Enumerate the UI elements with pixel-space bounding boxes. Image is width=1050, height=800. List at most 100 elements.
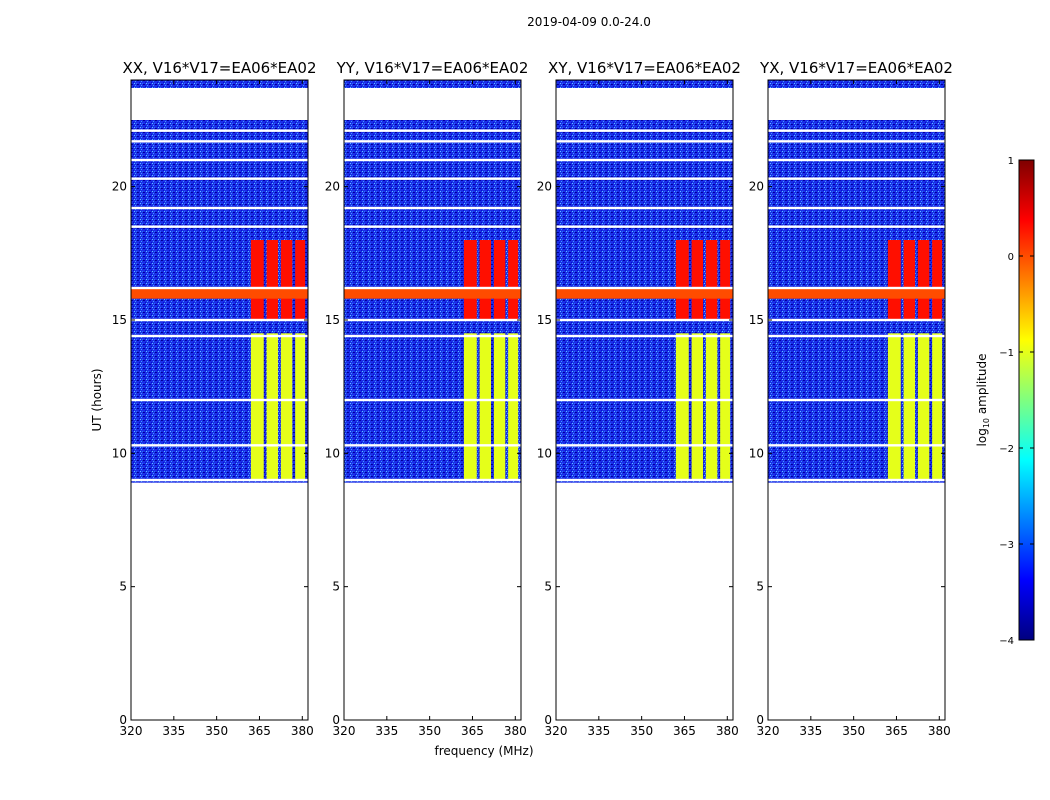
panel-title: XX, V16*V17=EA06*EA02: [122, 59, 316, 77]
x-tick-label: 350: [842, 724, 865, 738]
x-tick-label: 365: [461, 724, 484, 738]
feature-strong-RFI-band-ch0: [250, 240, 264, 320]
x-tick-label: 320: [333, 724, 356, 738]
flagged-row: [131, 158, 308, 162]
panels: XX, V16*V17=EA06*EA02 320 335 350 365 380 0 5 10…: [112, 59, 953, 738]
x-tick-label: 350: [418, 724, 441, 738]
y-tick-label: 10: [537, 446, 552, 460]
x-tick-label: 380: [291, 724, 314, 738]
x-tick-label: 320: [757, 724, 780, 738]
y-tick-label: 5: [544, 580, 552, 594]
flagged-row: [131, 206, 308, 210]
feature-moderate-RFI-ch2: [493, 333, 506, 480]
colorbar-label: log10 amplitude: [975, 354, 991, 447]
x-tick-label: 320: [120, 724, 143, 738]
flagged-row: [556, 177, 733, 180]
colorbar-tick-label: −1: [999, 348, 1014, 359]
feature-strong-RFI-band-ch2: [705, 240, 718, 320]
flagged-row: [556, 286, 733, 290]
y-tick-label: 5: [756, 580, 764, 594]
flagged-row: [131, 286, 308, 290]
y-tick-label: 0: [756, 713, 764, 727]
x-tick-label: 380: [928, 724, 951, 738]
panel-title: YY, V16*V17=EA06*EA02: [336, 59, 529, 77]
background-region: [556, 120, 733, 483]
flagged-row: [768, 478, 945, 482]
flagged-row: [131, 478, 308, 482]
feature-moderate-RFI-ch0: [463, 333, 477, 480]
panel-title: XY, V16*V17=EA06*EA02: [548, 59, 741, 77]
flagged-row: [344, 206, 521, 210]
background-region: [768, 120, 945, 483]
feature-strong-RFI-band-ch1: [266, 240, 279, 320]
x-tick-label: 320: [545, 724, 568, 738]
x-tick-label: 335: [587, 724, 610, 738]
y-tick-label: 0: [332, 713, 340, 727]
spectrogram: [344, 80, 521, 483]
flagged-row: [344, 225, 521, 228]
flagged-row: [556, 398, 733, 402]
top-strip-region: [131, 80, 308, 88]
feature-moderate-RFI-ch0: [887, 333, 901, 480]
y-axis-label: UT (hours): [90, 368, 104, 431]
flagged-row: [556, 444, 733, 447]
flagged-row: [768, 177, 945, 180]
flagged-row: [344, 286, 521, 290]
feature-strong-RFI-band-ch1: [479, 240, 492, 320]
x-tick-label: 380: [716, 724, 739, 738]
x-tick-label: 335: [162, 724, 185, 738]
flagged-row: [344, 444, 521, 447]
colorbar-tick-label: −3: [999, 540, 1014, 551]
feature-strong-RFI-band-ch1: [691, 240, 704, 320]
feature-moderate-RFI-ch1: [903, 333, 916, 480]
top-strip-region: [768, 80, 945, 88]
feature-strong-RFI-band-ch0: [887, 240, 901, 320]
background-region: [344, 120, 521, 483]
feature-strong-RFI-band-ch3: [932, 240, 943, 320]
panel-yx: YX, V16*V17=EA06*EA02 320 335 350 365 380 0 5 10…: [749, 59, 953, 738]
feature-strong-RFI-band-ch3: [295, 240, 306, 320]
x-tick-label: 350: [205, 724, 228, 738]
flagged-row: [768, 206, 945, 210]
x-tick-label: 365: [885, 724, 908, 738]
flagged-row: [768, 398, 945, 402]
feature-moderate-RFI-ch2: [917, 333, 930, 480]
flagged-row: [556, 478, 733, 482]
flagged-row: [556, 334, 733, 338]
feature-strong-RFI-band-ch3: [720, 240, 731, 320]
feature-strong-RFI-band-ch1: [903, 240, 916, 320]
feature-moderate-RFI-ch0: [250, 333, 264, 480]
flagged-row: [344, 398, 521, 402]
flagged-row: [344, 177, 521, 180]
y-tick-label: 20: [325, 180, 340, 194]
feature-broadband-rfi: [768, 288, 945, 299]
x-axis-label: frequency (MHz): [434, 744, 533, 758]
axes-frame: [767, 79, 946, 721]
flagged-row: [556, 206, 733, 210]
flagged-row: [344, 129, 521, 132]
panel-yy: YY, V16*V17=EA06*EA02 320 335 350 365 380 0 5 10…: [325, 59, 529, 738]
y-tick-label: 10: [325, 446, 340, 460]
spectrogram: [131, 80, 308, 483]
flagged-row: [131, 334, 308, 338]
flagged-row: [768, 334, 945, 338]
x-tick-label: 335: [799, 724, 822, 738]
feature-moderate-RFI-ch2: [705, 333, 718, 480]
feature-strong-RFI-band-ch2: [493, 240, 506, 320]
colorbar-tick-label: −4: [999, 636, 1014, 647]
colorbar-label-sub: 10: [982, 418, 991, 428]
flagged-row: [768, 225, 945, 228]
flagged-row: [768, 129, 945, 132]
spectrogram: [556, 80, 733, 483]
y-tick-label: 20: [749, 180, 764, 194]
flagged-row: [556, 140, 733, 143]
flagged-row: [768, 158, 945, 162]
flagged-row: [768, 318, 945, 322]
y-tick-label: 10: [749, 446, 764, 460]
flagged-row: [344, 334, 521, 338]
feature-strong-RFI-band-ch3: [508, 240, 519, 320]
feature-moderate-RFI-ch2: [280, 333, 293, 480]
x-tick-label: 350: [630, 724, 653, 738]
feature-broadband-rfi: [344, 288, 521, 299]
